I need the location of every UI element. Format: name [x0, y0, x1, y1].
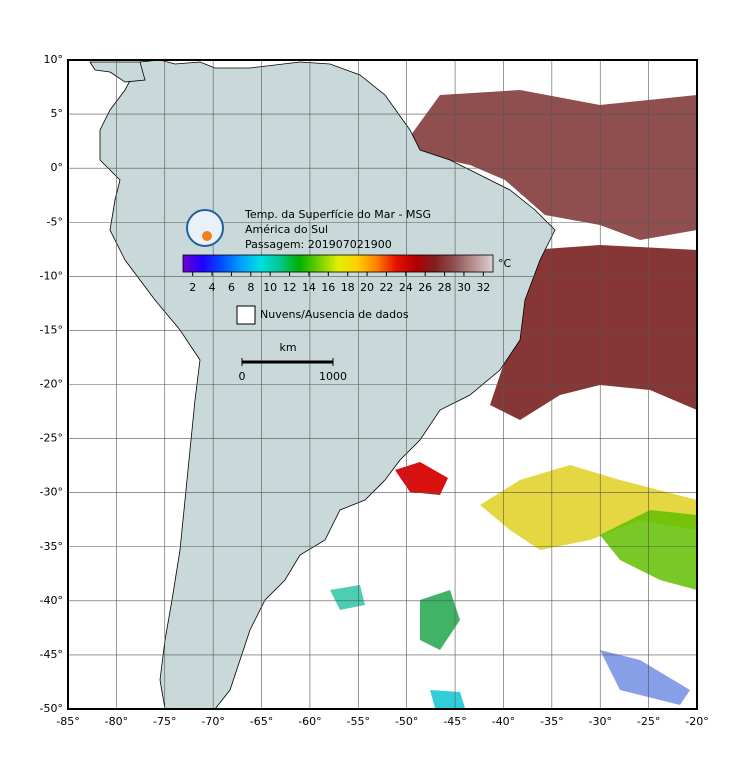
colorbar-tick-label: 32: [476, 281, 490, 294]
scale-tick-label: 0: [239, 370, 246, 383]
sst-patch: [480, 465, 697, 550]
colorbar-tick-label: 28: [438, 281, 452, 294]
x-tick-label: -35°: [540, 715, 563, 728]
colorbar-tick-label: 4: [209, 281, 216, 294]
logo-sun: [202, 231, 212, 241]
pass-time: Passagem: 201907021900: [245, 238, 392, 251]
central-america-land: [89, 61, 146, 83]
sst-patch: [600, 650, 690, 705]
colorbar-tick-label: 12: [283, 281, 297, 294]
colorbar-tick-label: 22: [379, 281, 393, 294]
x-tick-label: -80°: [105, 715, 128, 728]
colorbar-unit: °C: [498, 257, 512, 270]
x-tick-label: -40°: [492, 715, 515, 728]
colorbar-tick-label: 30: [457, 281, 471, 294]
sst-patch: [330, 585, 365, 610]
x-tick-label: -65°: [250, 715, 273, 728]
y-tick-label: -15°: [40, 323, 63, 336]
x-tick-label: -75°: [153, 715, 176, 728]
x-tick-label: -45°: [443, 715, 466, 728]
x-tick-label: -55°: [347, 715, 370, 728]
colorbar-tick-label: 14: [302, 281, 316, 294]
colorbar-tick-label: 2: [189, 281, 196, 294]
logo: [186, 209, 224, 247]
legend-label: Nuvens/Ausencia de dados: [260, 308, 409, 321]
scale-tick-label: 1000: [319, 370, 347, 383]
title: Temp. da Superfície do Mar - MSG: [244, 208, 431, 221]
y-tick-label: -45°: [40, 648, 63, 661]
colorbar-ticks: [192, 272, 484, 276]
y-tick-label: -30°: [40, 486, 63, 499]
y-tick-label: 10°: [44, 53, 64, 66]
y-tick-label: 0°: [51, 161, 64, 174]
colorbar-tick-label: 6: [228, 281, 235, 294]
y-tick-label: -35°: [40, 540, 63, 553]
map-frame: [67, 59, 698, 710]
x-tick-label: -85°: [56, 715, 79, 728]
y-tick-label: -25°: [40, 432, 63, 445]
y-tick-label: -20°: [40, 378, 63, 391]
sst-patch: [490, 245, 697, 420]
x-tick-label: -20°: [685, 715, 708, 728]
x-tick-label: -50°: [395, 715, 418, 728]
sst-layer: [330, 90, 697, 708]
colorbar-tick-label: 18: [341, 281, 355, 294]
colorbar-tick-label: 24: [399, 281, 413, 294]
y-tick-label: -50°: [40, 702, 63, 715]
colorbar: [182, 254, 494, 273]
sst-patch: [395, 462, 448, 495]
colorbar-tick-label: 16: [321, 281, 335, 294]
legend-swatch: [236, 305, 256, 325]
x-tick-label: -25°: [637, 715, 660, 728]
region: América do Sul: [245, 223, 328, 236]
x-tick-label: -70°: [201, 715, 224, 728]
x-tick-label: -60°: [298, 715, 321, 728]
y-tick-label: 5°: [51, 107, 64, 120]
y-tick-label: -40°: [40, 594, 63, 607]
colorbar-tick-label: 20: [360, 281, 374, 294]
sst-patch: [420, 590, 460, 650]
x-tick-label: -30°: [588, 715, 611, 728]
sst-patch: [400, 90, 697, 240]
y-tick-label: -10°: [40, 269, 63, 282]
y-tick-label: -5°: [47, 215, 63, 228]
colorbar-tick-label: 8: [247, 281, 254, 294]
colorbar-tick-label: 26: [418, 281, 432, 294]
colorbar-tick-label: 10: [263, 281, 277, 294]
sst-patch: [430, 690, 465, 708]
scale-unit: km: [279, 341, 296, 354]
